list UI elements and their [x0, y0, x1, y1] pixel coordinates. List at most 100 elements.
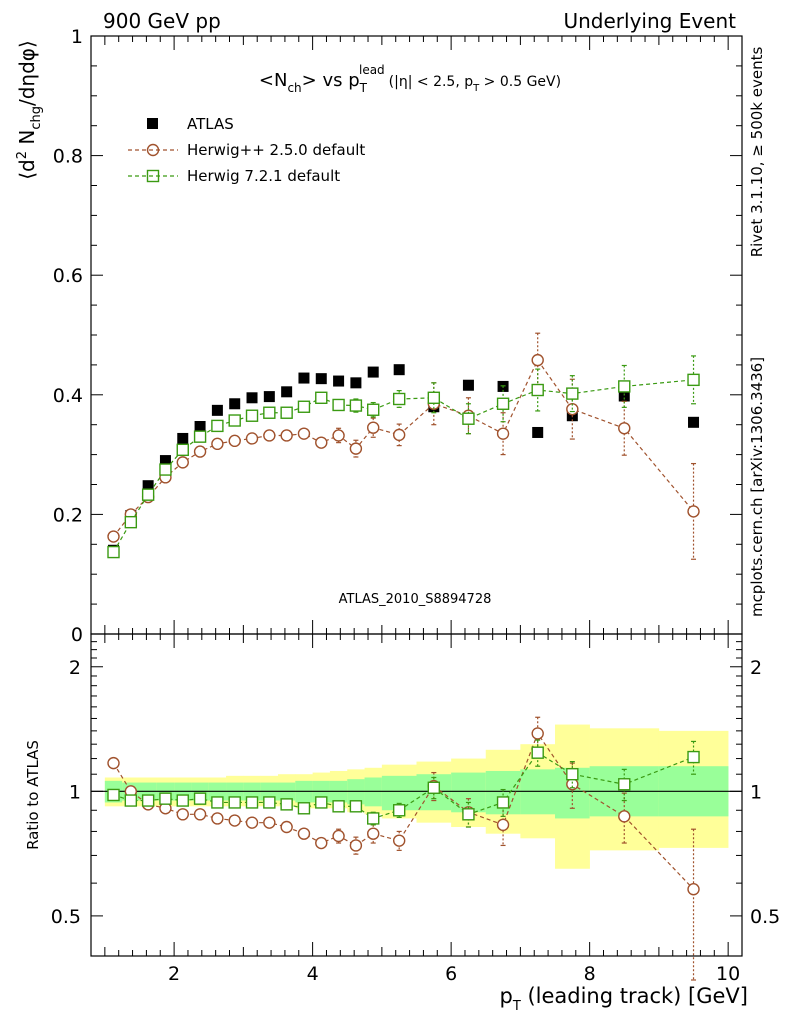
atlas-point	[393, 364, 405, 376]
title-pt-sub: T	[359, 81, 368, 95]
ratio-herwig-new-point	[618, 778, 631, 791]
herwig-old-point	[315, 436, 328, 449]
legend-herwig-new-marker	[146, 169, 160, 183]
herwig-new-point	[367, 403, 380, 416]
main-ytick-label: 0	[71, 624, 83, 646]
herwig-old-line	[113, 358, 694, 537]
herwig-old-point	[332, 429, 345, 442]
mcplots-label: mcplots.cern.ch [arXiv:1306.3436]	[748, 357, 766, 617]
herwig-new-point	[297, 400, 311, 413]
xtick-label: 8	[584, 963, 596, 985]
title-cuts: (|η| < 2.5, p	[389, 74, 474, 90]
title-cuts-sub: T	[472, 83, 480, 94]
ylabel-a: ⟨d	[15, 159, 39, 180]
atlas-point	[367, 366, 379, 378]
atlas-point	[532, 426, 544, 438]
atlas-point	[194, 420, 206, 432]
ratio-herwig-new-point	[392, 804, 406, 817]
ratio-herwig-new-point	[159, 792, 172, 805]
herwig-old-point	[531, 353, 544, 367]
xlabel-sub: T	[512, 999, 521, 1014]
xtick-label: 4	[307, 963, 319, 985]
ratio-herwig-new-point	[687, 750, 700, 764]
ratio-herwig-new-point	[566, 768, 579, 781]
herwig-old-point	[263, 429, 276, 442]
rivet-label: Rivet 3.1.10, ≥ 500k events	[748, 47, 766, 258]
herwig-new-point	[392, 392, 406, 406]
ratio-herwig-old-point	[280, 820, 293, 834]
header-right: Underlying Event	[563, 9, 736, 33]
herwig-old-point	[392, 428, 406, 442]
herwig-old-point	[280, 429, 293, 442]
ratio-herwig-new-point	[263, 796, 276, 809]
herwig-old-point	[176, 456, 189, 469]
main-ytick-label: 0.8	[53, 146, 83, 168]
herwig-new-point	[193, 430, 207, 443]
xlabel-rest: (leading track) [GeV]	[521, 984, 748, 1008]
ratio-herwig-new-point	[176, 794, 189, 807]
herwig-new-point	[107, 545, 120, 559]
main-ytick-label: 1	[71, 26, 83, 48]
ratio-herwig-new-point	[245, 796, 259, 809]
herwig-new-point	[349, 399, 363, 412]
ylabel-ratio: Ratio to ATLAS	[24, 740, 42, 850]
ylabel-c: /dηdφ⟩	[15, 40, 39, 106]
ratio-herwig-old-point	[392, 834, 406, 847]
ratio-herwig-old-point	[618, 810, 631, 823]
ylabel-sub: chg	[29, 106, 44, 130]
ratio-herwig-new-point	[211, 796, 224, 809]
herwig-new-point	[566, 387, 579, 400]
ratio-herwig-new-point	[349, 800, 363, 813]
ratio-herwig-old-point	[531, 727, 544, 740]
herwig-new-point	[124, 515, 138, 529]
herwig-new-point	[141, 488, 155, 501]
axes: 0 0.2 0.4 0.6 0.8 1 0.5 0.5 1 1 2 2 2 4 6 8 10	[51, 26, 780, 985]
herwig-old-point	[297, 427, 311, 440]
ratio-herwig-new-point	[107, 788, 120, 802]
title-lead-sup: lead	[359, 63, 385, 77]
xlabel-p: p	[499, 984, 512, 1008]
ratio-herwig-new-point	[496, 796, 510, 809]
main-ytick-label: 0.2	[53, 504, 83, 526]
ratio-herwig-new-point	[531, 746, 544, 759]
ratio-herwig-new-point	[193, 792, 207, 805]
herwig-new-point	[245, 409, 259, 422]
herwig-new-point	[315, 391, 328, 404]
ylabel-b: N	[15, 130, 39, 151]
legend-herwig-old-marker	[146, 143, 160, 157]
herwig-new-point	[176, 443, 189, 457]
ratio-herwig-old-point	[687, 883, 700, 896]
atlas-point	[333, 375, 345, 387]
herwig-new-point	[159, 463, 172, 476]
atlas-point	[315, 373, 327, 385]
plot-title: <Nch> vs pTlead(|η| < 2.5, pT > 0.5 GeV)	[259, 63, 561, 95]
atlas-point	[177, 432, 189, 444]
legend-herwig-old-label: Herwig++ 2.5.0 default	[187, 141, 365, 159]
ratio-herwig-old-point	[349, 839, 363, 852]
herwig-old-point	[349, 442, 363, 455]
ratio-ytick-label-right: 0.5	[750, 906, 780, 928]
herwig-new-point	[332, 398, 345, 412]
atlas-point	[142, 480, 154, 492]
ratio-frame	[90, 633, 743, 957]
xlabel: pT (leading track) [GeV]	[499, 984, 748, 1014]
main-ytick-label: 0.4	[53, 385, 83, 407]
ratio-plot-marks	[107, 716, 700, 981]
ratio-herwig-old-point	[367, 827, 380, 840]
herwig-old-point	[687, 505, 700, 518]
ylabel-sup: 2	[15, 151, 30, 159]
ratio-herwig-new-point	[315, 796, 328, 809]
herwig-new-point	[263, 406, 276, 419]
herwig-new-point	[618, 380, 631, 393]
xtick-label: 10	[716, 963, 740, 985]
ratio-herwig-new-point	[332, 800, 345, 813]
atlas-point	[159, 455, 171, 467]
ylabel-main: ⟨d2 Nchg/dηdφ⟩	[15, 40, 44, 180]
herwig-old-point	[618, 422, 631, 435]
atlas-point	[246, 392, 258, 404]
atlas-point	[281, 386, 293, 398]
title-vs: > vs p	[302, 70, 360, 91]
ratio-herwig-new-point	[427, 781, 441, 794]
ratio-herwig-old-point	[297, 827, 311, 840]
title-n: <N	[259, 70, 288, 91]
